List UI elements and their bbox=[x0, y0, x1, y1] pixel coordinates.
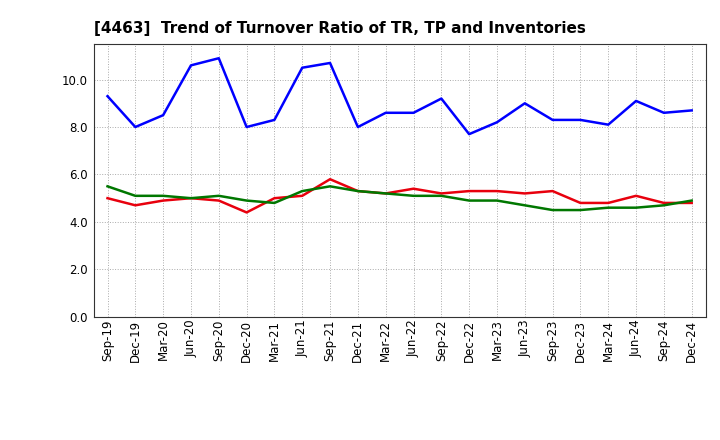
Trade Receivables bbox=[186, 195, 195, 201]
Trade Payables bbox=[159, 113, 168, 118]
Trade Payables bbox=[465, 132, 474, 137]
Trade Receivables bbox=[409, 186, 418, 191]
Trade Receivables bbox=[270, 195, 279, 201]
Inventories bbox=[437, 193, 446, 198]
Trade Receivables bbox=[215, 198, 223, 203]
Inventories bbox=[604, 205, 613, 210]
Inventories bbox=[409, 193, 418, 198]
Line: Trade Payables: Trade Payables bbox=[107, 58, 692, 134]
Trade Receivables bbox=[131, 203, 140, 208]
Inventories bbox=[103, 183, 112, 189]
Inventories bbox=[631, 205, 640, 210]
Trade Receivables bbox=[549, 188, 557, 194]
Trade Payables bbox=[437, 96, 446, 101]
Inventories bbox=[131, 193, 140, 198]
Trade Receivables bbox=[159, 198, 168, 203]
Inventories bbox=[465, 198, 474, 203]
Inventories bbox=[382, 191, 390, 196]
Trade Receivables bbox=[298, 193, 307, 198]
Trade Receivables bbox=[242, 210, 251, 215]
Trade Payables bbox=[576, 117, 585, 123]
Trade Receivables bbox=[492, 188, 501, 194]
Trade Receivables bbox=[660, 200, 668, 205]
Inventories bbox=[354, 188, 362, 194]
Trade Payables bbox=[242, 125, 251, 130]
Inventories bbox=[549, 207, 557, 213]
Inventories bbox=[521, 203, 529, 208]
Trade Payables bbox=[549, 117, 557, 123]
Trade Receivables bbox=[688, 200, 696, 205]
Inventories bbox=[215, 193, 223, 198]
Trade Payables bbox=[409, 110, 418, 115]
Trade Receivables bbox=[576, 200, 585, 205]
Trade Receivables bbox=[521, 191, 529, 196]
Inventories bbox=[576, 207, 585, 213]
Trade Payables bbox=[325, 60, 334, 66]
Trade Payables bbox=[604, 122, 613, 127]
Trade Receivables bbox=[465, 188, 474, 194]
Trade Receivables bbox=[103, 195, 112, 201]
Trade Payables bbox=[521, 101, 529, 106]
Inventories bbox=[325, 183, 334, 189]
Inventories bbox=[159, 193, 168, 198]
Trade Payables bbox=[103, 94, 112, 99]
Inventories bbox=[270, 200, 279, 205]
Trade Payables bbox=[215, 55, 223, 61]
Trade Payables bbox=[382, 110, 390, 115]
Trade Receivables bbox=[325, 176, 334, 182]
Trade Receivables bbox=[604, 200, 613, 205]
Inventories bbox=[660, 203, 668, 208]
Trade Payables bbox=[354, 125, 362, 130]
Text: [4463]  Trend of Turnover Ratio of TR, TP and Inventories: [4463] Trend of Turnover Ratio of TR, TP… bbox=[94, 21, 585, 36]
Inventories bbox=[186, 195, 195, 201]
Trade Payables bbox=[298, 65, 307, 70]
Trade Payables bbox=[492, 120, 501, 125]
Line: Trade Receivables: Trade Receivables bbox=[107, 179, 692, 213]
Inventories bbox=[242, 198, 251, 203]
Trade Payables bbox=[631, 98, 640, 103]
Trade Receivables bbox=[631, 193, 640, 198]
Trade Payables bbox=[688, 108, 696, 113]
Trade Receivables bbox=[354, 188, 362, 194]
Trade Payables bbox=[660, 110, 668, 115]
Trade Payables bbox=[131, 125, 140, 130]
Trade Payables bbox=[270, 117, 279, 123]
Trade Receivables bbox=[382, 191, 390, 196]
Line: Inventories: Inventories bbox=[107, 186, 692, 210]
Inventories bbox=[492, 198, 501, 203]
Inventories bbox=[298, 188, 307, 194]
Inventories bbox=[688, 198, 696, 203]
Trade Receivables bbox=[437, 191, 446, 196]
Trade Payables bbox=[186, 63, 195, 68]
